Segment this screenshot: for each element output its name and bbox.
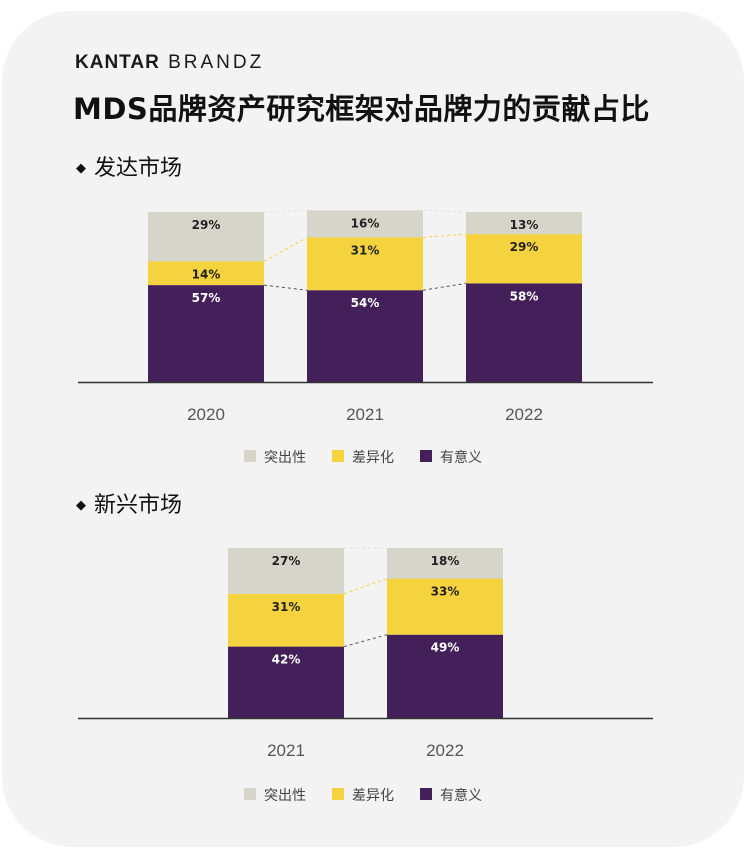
legend-label-different: 差异化 — [352, 788, 394, 804]
tick-label-2022: 2022 — [505, 405, 543, 424]
section-developed-title: 发达市场 — [94, 156, 183, 181]
page-title: MDS品牌资产研究框架对品牌力的贡献占比 — [73, 92, 650, 126]
connector-different — [343, 578, 388, 595]
bar-different-2021 — [228, 593, 344, 647]
legend-label-different: 差异化 — [352, 450, 394, 466]
data-label-meaningful-2022: 49% — [431, 641, 460, 655]
connector-meaningful — [422, 282, 467, 291]
section-emerging-title: 新兴市场 — [94, 493, 183, 518]
data-label-different-2022: 33% — [431, 585, 460, 599]
data-label-salient-2021: 16% — [351, 216, 380, 230]
tick-label-2021: 2021 — [267, 741, 305, 760]
data-label-different-2021: 31% — [351, 244, 380, 258]
data-label-salient-2022: 18% — [431, 554, 460, 568]
connector-different — [422, 233, 467, 238]
data-label-different-2022: 29% — [510, 240, 539, 254]
section-developed: ◆ 发达市场 — [76, 150, 182, 182]
bar-meaningful-2021 — [307, 290, 423, 382]
bar-meaningful-2022 — [466, 283, 582, 382]
tick-label-2021: 2021 — [346, 405, 384, 424]
bar-different-2020 — [148, 261, 264, 286]
bar-different-2022 — [466, 234, 582, 284]
data-label-meaningful-2021: 54% — [351, 296, 380, 310]
connector-meaningful — [343, 634, 388, 648]
bar-different-2021 — [307, 237, 423, 291]
legend-swatch-meaningful — [420, 788, 432, 800]
bar-different-2022 — [387, 578, 503, 635]
bar-meaningful-2022 — [387, 634, 503, 718]
legend-label-meaningful: 有意义 — [440, 787, 482, 804]
data-label-meaningful-2021: 42% — [272, 653, 301, 667]
legend-label-salient: 突出性 — [264, 788, 306, 804]
tick-label-2020: 2020 — [187, 405, 225, 424]
data-label-different-2020: 14% — [192, 267, 221, 281]
card-background — [2, 11, 744, 847]
diamond-bullet-icon: ◆ — [76, 498, 86, 513]
bar-salient-2022 — [466, 212, 582, 235]
data-label-different-2021: 31% — [272, 600, 301, 614]
data-label-salient-2021: 27% — [272, 554, 301, 568]
bar-meaningful-2021 — [228, 646, 344, 718]
data-label-salient-2022: 13% — [510, 218, 539, 232]
legend-swatch-salient — [244, 450, 256, 462]
bar-salient-2020 — [148, 212, 264, 262]
bar-meaningful-2020 — [148, 285, 264, 382]
tick-label-2022: 2022 — [426, 741, 464, 760]
legend-label-meaningful: 有意义 — [440, 449, 482, 466]
legend-swatch-different — [332, 450, 344, 462]
connector-salient — [263, 209, 308, 213]
data-label-meaningful-2020: 57% — [192, 291, 221, 305]
diamond-bullet-icon: ◆ — [76, 161, 86, 176]
legend-swatch-meaningful — [420, 450, 432, 462]
bar-salient-2022 — [387, 548, 503, 579]
data-label-salient-2020: 29% — [192, 218, 221, 232]
bar-salient-2021 — [307, 210, 423, 238]
connector-meaningful — [263, 284, 308, 291]
legend-swatch-different — [332, 788, 344, 800]
section-emerging: ◆ 新兴市场 — [76, 487, 182, 519]
legend-swatch-salient — [244, 788, 256, 800]
connector-different — [263, 237, 308, 262]
connector-salient — [422, 209, 467, 213]
brand-logo: KANTAR BRANDZ — [75, 52, 265, 73]
bar-salient-2021 — [228, 548, 344, 594]
data-label-meaningful-2022: 58% — [510, 289, 539, 303]
legend-label-salient: 突出性 — [264, 450, 306, 466]
